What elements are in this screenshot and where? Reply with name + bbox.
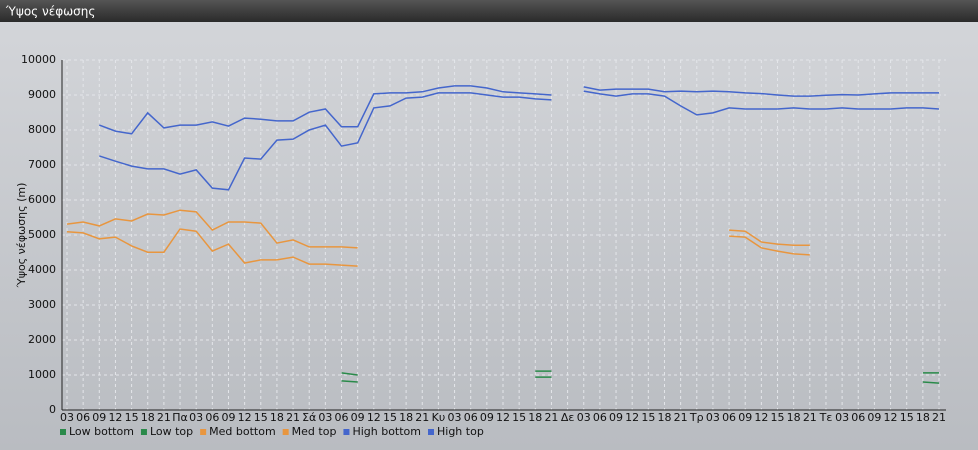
x-tick-label: 06 [76,411,90,424]
legend-marker [140,429,147,435]
y-tick-label: 8000 [28,123,56,136]
x-tick-label: 18 [270,411,284,424]
x-tick-label: 18 [141,411,155,424]
legend-marker [282,429,289,435]
x-tick-label: 06 [464,411,478,424]
x-tick-label: 06 [722,411,736,424]
x-tick-label: 12 [625,411,639,424]
x-tick-label: Πα [172,411,188,424]
x-tick-label: 03 [835,411,849,424]
x-tick-label: 12 [884,411,898,424]
y-axis-label: Ύψος νέφωσης (m) [15,183,28,289]
x-tick-label: 21 [674,411,688,424]
y-tick-label: 3000 [28,298,56,311]
legend-label: Low bottom [69,425,134,438]
x-tick-label: 18 [657,411,671,424]
x-tick-label: 18 [399,411,413,424]
x-tick-label: 18 [916,411,930,424]
x-tick-label: 18 [787,411,801,424]
y-tick-label: 4000 [28,263,56,276]
x-tick-label: 03 [318,411,332,424]
y-tick-label: 9000 [28,88,56,101]
x-tick-label: 06 [205,411,219,424]
x-tick-label: Δε [561,411,575,424]
x-tick-label: 09 [351,411,365,424]
x-tick-label: 12 [108,411,122,424]
x-tick-label: 21 [286,411,300,424]
y-tick-label: 1000 [28,368,56,381]
legend-marker [60,429,66,435]
series-line [99,90,940,191]
legend-label: High top [437,425,484,438]
legend-label: High bottom [352,425,421,438]
x-tick-label: 12 [496,411,510,424]
x-tick-label: 12 [367,411,381,424]
y-tick-label: 0 [49,403,56,416]
x-tick-label: 21 [157,411,171,424]
y-tick-label: 2000 [28,333,56,346]
chart-title: Ύψος νέφωσης [5,5,95,19]
legend-marker [428,429,434,435]
legend-label: Med bottom [209,425,276,438]
x-tick-label: Σά [302,411,316,424]
x-tick-label: 06 [851,411,865,424]
series-line [66,209,810,249]
x-tick-label: 09 [867,411,881,424]
x-tick-label: 15 [383,411,397,424]
x-tick-label: 09 [609,411,623,424]
x-tick-label: 15 [254,411,268,424]
x-tick-label: 21 [415,411,429,424]
x-tick-label: 03 [706,411,720,424]
x-tick-label: 15 [771,411,785,424]
x-tick-label: Κυ [432,411,446,424]
legend-marker [343,429,350,435]
series-line [341,370,939,376]
x-tick-label: 18 [528,411,542,424]
x-tick-label: 09 [480,411,494,424]
y-tick-label: 10000 [21,53,56,66]
x-tick-label: 09 [738,411,752,424]
x-tick-label: 21 [544,411,558,424]
x-tick-label: Τε [819,411,833,424]
x-tick-label: 03 [577,411,591,424]
series-line [99,85,939,135]
x-tick-label: 06 [335,411,349,424]
x-tick-label: Τρ [689,411,704,424]
y-tick-label: 5000 [28,228,56,241]
y-tick-label: 7000 [28,158,56,171]
x-tick-label: 21 [932,411,946,424]
series-line [341,376,940,384]
y-tick-label: 6000 [28,193,56,206]
legend-marker [200,429,207,435]
x-tick-label: 03 [60,411,74,424]
x-tick-label: 15 [125,411,139,424]
x-tick-label: 09 [221,411,235,424]
legend-label: Med top [292,425,337,438]
x-tick-label: 06 [593,411,607,424]
x-tick-label: 15 [900,411,914,424]
x-tick-label: 12 [754,411,768,424]
series-line [66,228,810,267]
x-tick-label: 12 [238,411,252,424]
x-tick-label: 03 [189,411,203,424]
x-tick-label: 15 [512,411,526,424]
x-tick-label: 03 [448,411,462,424]
title-bar [0,0,978,22]
legend-label: Low top [150,425,193,438]
x-tick-label: 09 [92,411,106,424]
x-tick-label: 21 [803,411,817,424]
x-tick-label: 15 [641,411,655,424]
